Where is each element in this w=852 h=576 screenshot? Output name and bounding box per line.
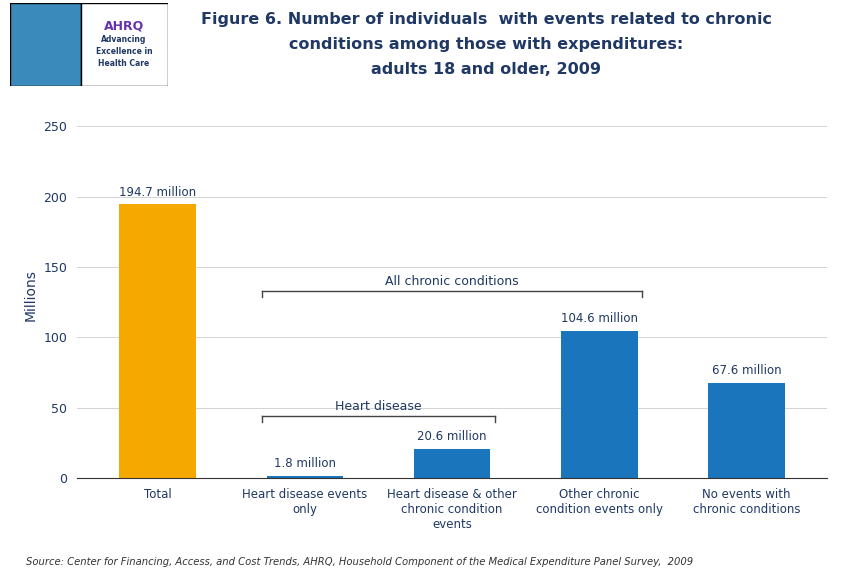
Text: 1.8 million: 1.8 million bbox=[273, 457, 336, 470]
Y-axis label: Millions: Millions bbox=[24, 269, 37, 321]
Text: 194.7 million: 194.7 million bbox=[119, 185, 196, 199]
Text: 67.6 million: 67.6 million bbox=[711, 365, 780, 377]
FancyBboxPatch shape bbox=[10, 3, 81, 86]
Text: All chronic conditions: All chronic conditions bbox=[385, 275, 518, 288]
Text: 104.6 million: 104.6 million bbox=[560, 312, 637, 325]
Text: 20.6 million: 20.6 million bbox=[417, 430, 486, 444]
Bar bbox=[707, 383, 784, 478]
Text: conditions among those with expenditures:: conditions among those with expenditures… bbox=[289, 37, 682, 52]
Text: AHRQ: AHRQ bbox=[104, 20, 144, 33]
Text: Source: Center for Financing, Access, and Cost Trends, AHRQ, Household Component: Source: Center for Financing, Access, an… bbox=[26, 556, 692, 567]
Bar bbox=[119, 204, 196, 478]
Bar bbox=[413, 449, 490, 478]
Bar bbox=[561, 331, 636, 478]
Text: Advancing
Excellence in
Health Care: Advancing Excellence in Health Care bbox=[95, 35, 152, 67]
Text: Heart disease: Heart disease bbox=[335, 400, 422, 414]
Bar bbox=[267, 476, 343, 478]
FancyBboxPatch shape bbox=[81, 3, 168, 86]
Text: Figure 6. Number of individuals  with events related to chronic: Figure 6. Number of individuals with eve… bbox=[200, 12, 771, 27]
Text: adults 18 and older, 2009: adults 18 and older, 2009 bbox=[371, 62, 601, 77]
